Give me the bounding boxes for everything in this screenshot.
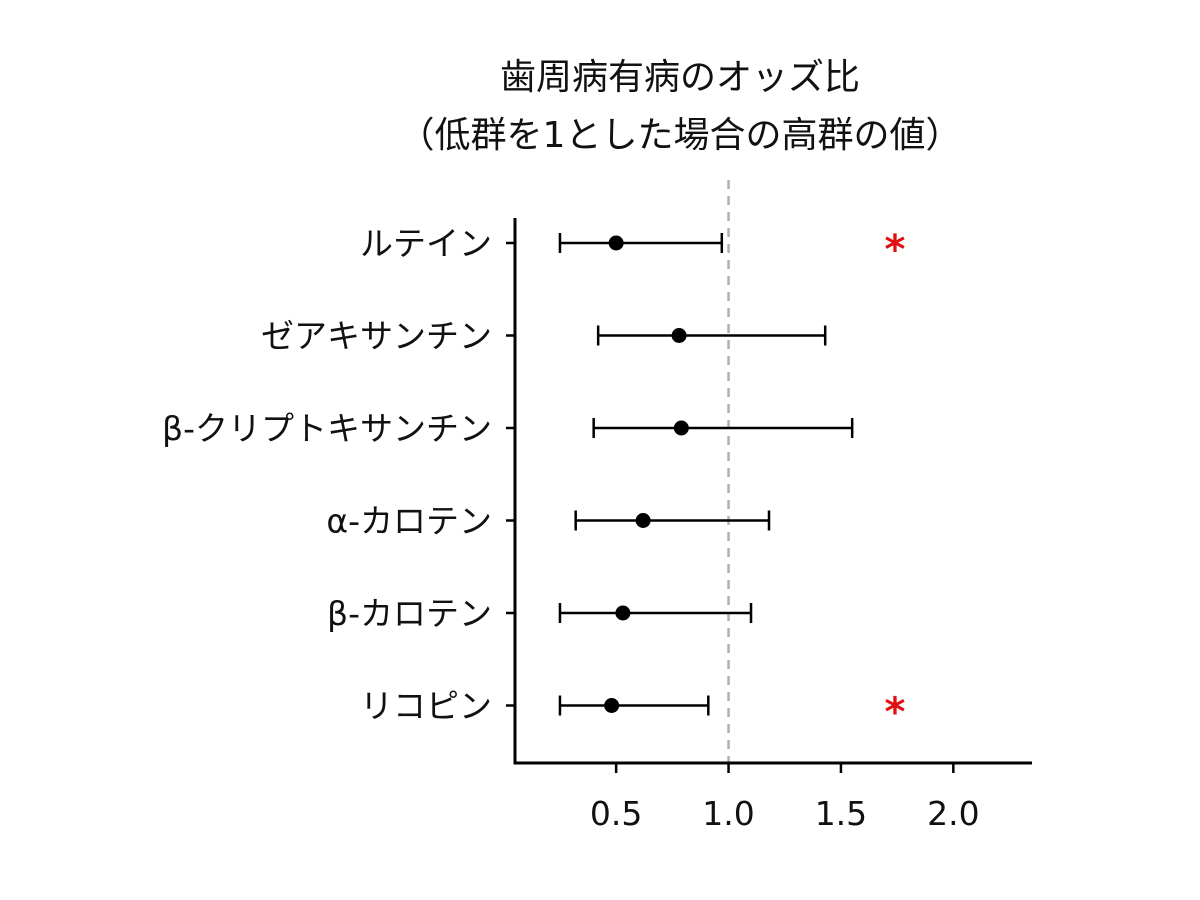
chart-title-line2: （低群を1とした場合の高群の値） bbox=[398, 115, 962, 156]
category-label: リコピン bbox=[360, 687, 492, 726]
category-label: α-カロテン bbox=[326, 502, 492, 541]
significance-marker: * bbox=[885, 690, 906, 736]
odds-ratio-point bbox=[671, 328, 687, 343]
chart-title-line1: 歯周病有病のオッズ比 bbox=[499, 57, 860, 98]
x-tick-label: 1.5 bbox=[815, 794, 867, 833]
category-label: ゼアキサンチン bbox=[261, 317, 492, 356]
significance-marker: * bbox=[885, 227, 906, 273]
x-tick-label: 1.0 bbox=[702, 794, 754, 833]
category-label: β-カロテン bbox=[327, 594, 492, 633]
x-tick-label: 0.5 bbox=[590, 794, 642, 833]
odds-ratio-point bbox=[673, 420, 689, 436]
category-label: ルテイン bbox=[360, 224, 492, 263]
odds-ratio-point bbox=[635, 513, 651, 528]
category-label: β-クリプトキサンチン bbox=[162, 409, 492, 448]
odds-ratio-point bbox=[608, 235, 624, 251]
odds-ratio-point bbox=[615, 605, 631, 621]
x-tick-label: 2.0 bbox=[927, 794, 979, 833]
odds-ratio-point bbox=[604, 698, 620, 713]
